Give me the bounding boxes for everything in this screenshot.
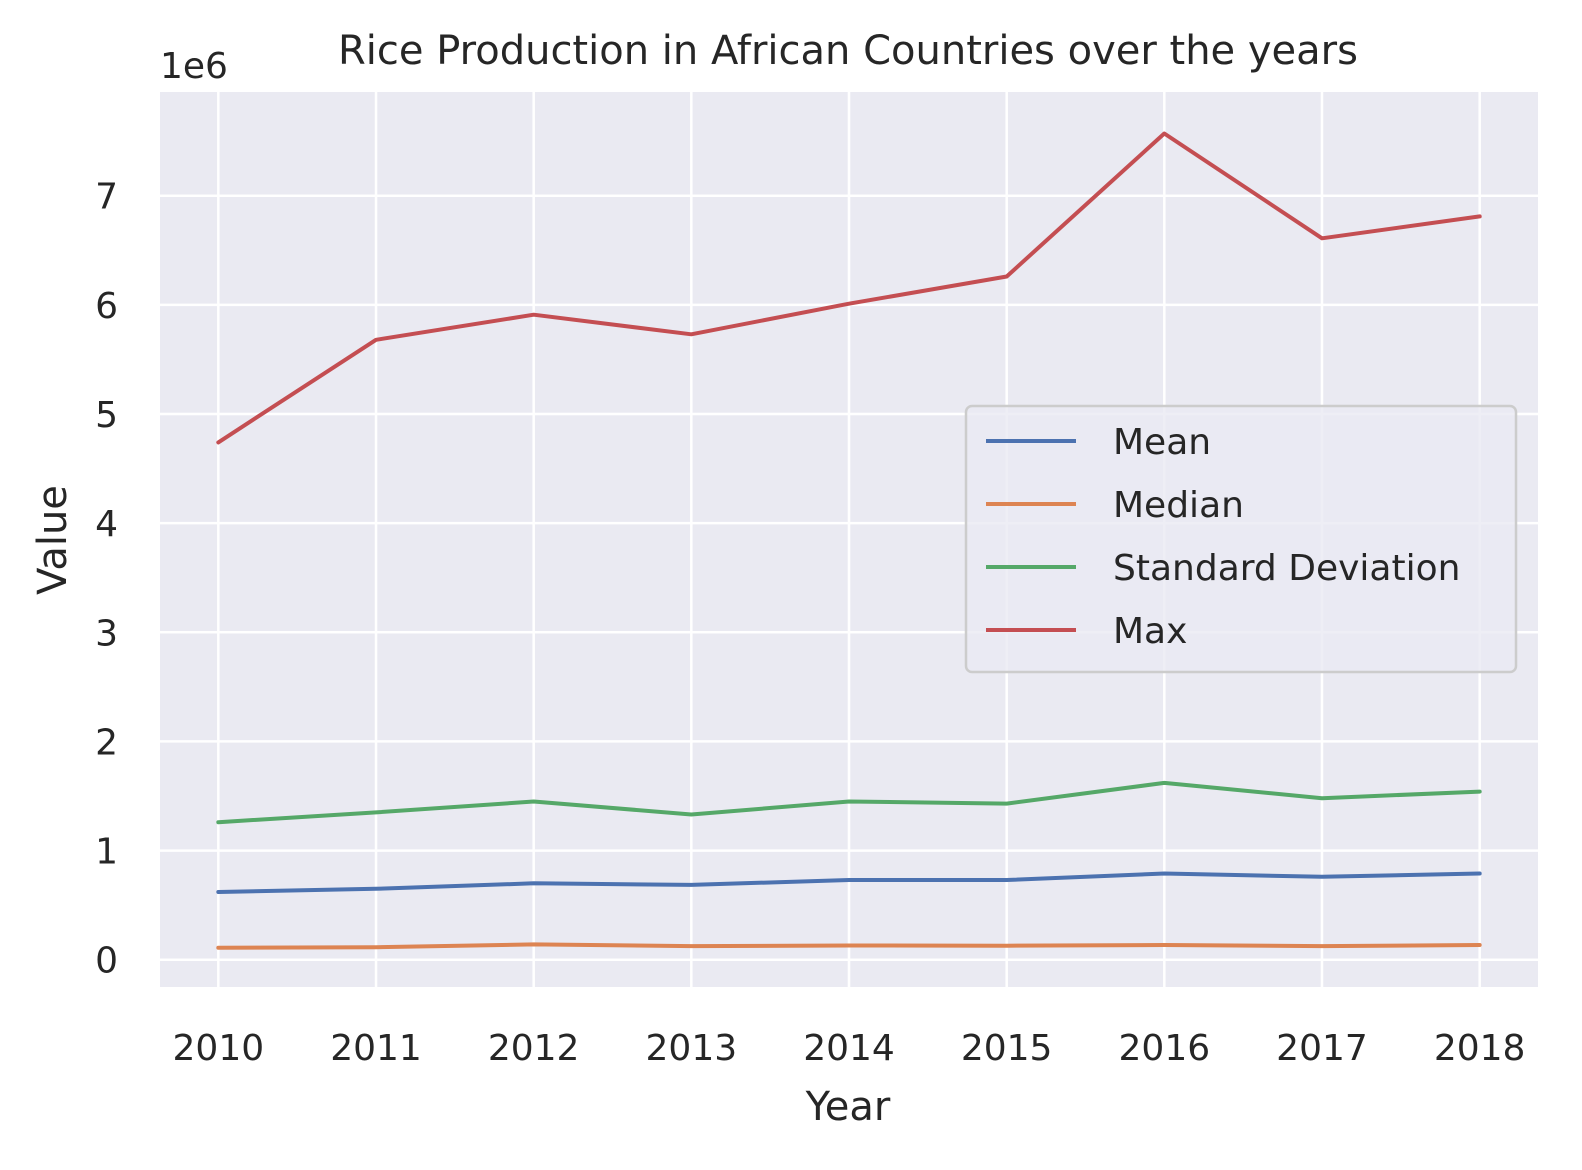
legend-box bbox=[964, 404, 1518, 674]
y-axis-label: Value bbox=[30, 485, 76, 595]
series-lines bbox=[216, 131, 1482, 950]
series-line-standard-deviation bbox=[216, 780, 1482, 825]
legend-label-median: Median bbox=[1113, 485, 1244, 526]
y-tick-label: 0 bbox=[95, 941, 118, 982]
legend-label-standard-deviation: Standard Deviation bbox=[1113, 548, 1460, 589]
x-tick-label: 2017 bbox=[1276, 1028, 1368, 1069]
x-tick-label: 2018 bbox=[1434, 1028, 1526, 1069]
y-gridlines bbox=[160, 194, 1538, 961]
y-tick-label: 5 bbox=[95, 395, 118, 436]
y-offset-label: 1e6 bbox=[160, 46, 228, 87]
x-tick-label: 2015 bbox=[961, 1028, 1053, 1069]
legend: Mean Median Standard Deviation Max bbox=[964, 404, 1518, 674]
series-line-median bbox=[216, 942, 1482, 950]
x-tick-label: 2011 bbox=[330, 1028, 422, 1069]
x-tick-label: 2010 bbox=[173, 1028, 265, 1069]
x-tick-label: 2016 bbox=[1119, 1028, 1211, 1069]
x-tick-label: 2012 bbox=[488, 1028, 580, 1069]
chart-title: Rice Production in African Countries ove… bbox=[338, 28, 1358, 74]
x-axis-label: Year bbox=[805, 1084, 891, 1130]
y-tick-label: 7 bbox=[95, 177, 118, 218]
series-line-mean bbox=[216, 871, 1482, 894]
y-tick-label: 4 bbox=[95, 504, 118, 545]
y-tick-label: 3 bbox=[95, 613, 118, 654]
x-tick-labels: 2010 2011 2012 2013 2014 2015 2016 2017 2018 bbox=[173, 1028, 1526, 1069]
y-tick-labels: 0 1 2 3 4 5 6 7 bbox=[95, 177, 118, 982]
legend-label-max: Max bbox=[1113, 611, 1187, 652]
x-tick-label: 2013 bbox=[646, 1028, 738, 1069]
y-tick-label: 2 bbox=[95, 722, 118, 763]
y-tick-label: 1 bbox=[95, 832, 118, 873]
x-tick-label: 2014 bbox=[803, 1028, 895, 1069]
legend-label-mean: Mean bbox=[1113, 422, 1211, 463]
series-line-max bbox=[216, 131, 1482, 445]
y-tick-label: 6 bbox=[95, 286, 118, 327]
